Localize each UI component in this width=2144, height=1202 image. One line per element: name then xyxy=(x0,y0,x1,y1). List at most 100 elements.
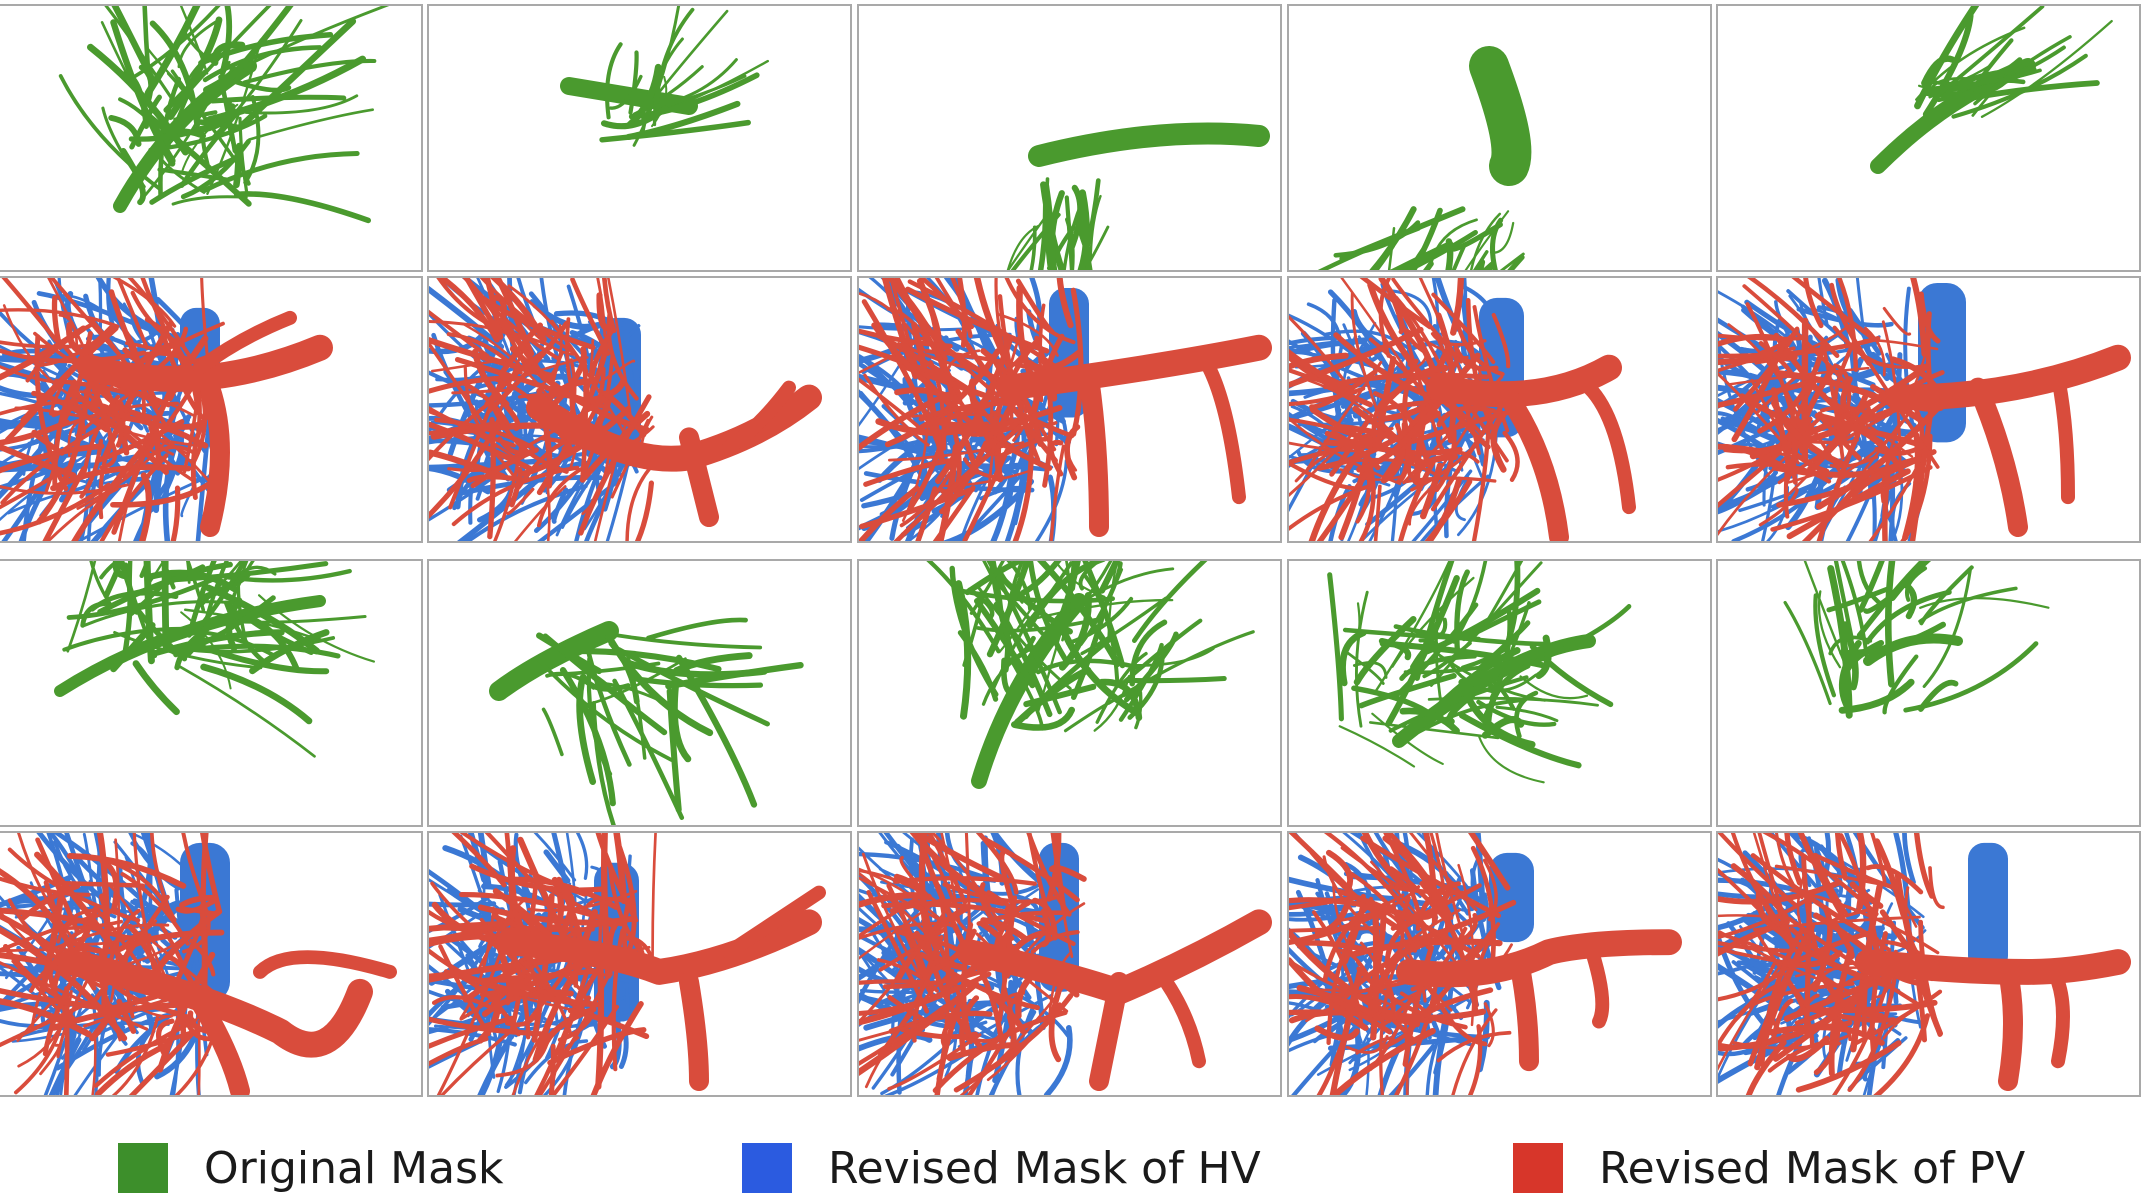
vessel-branch xyxy=(206,38,262,195)
vessel-branch xyxy=(1329,966,1364,1095)
vessel-branch xyxy=(1395,602,1479,697)
vessel-branch xyxy=(897,342,979,370)
vessel-branch xyxy=(116,278,149,350)
vessel-branch xyxy=(1412,453,1459,484)
panel-row2-col3 xyxy=(857,276,1282,543)
vessel-branch xyxy=(148,425,175,456)
vessel-branch xyxy=(1827,565,1853,719)
vessel-branch xyxy=(608,640,640,705)
vessel-branch xyxy=(236,18,357,132)
vessel-branch xyxy=(162,444,178,541)
vessel-branch xyxy=(148,113,268,153)
vessel-branch xyxy=(634,480,654,541)
vessel-branch xyxy=(1289,335,1342,346)
vessel-branch xyxy=(628,72,760,120)
vessel-branch xyxy=(1330,1027,1436,1095)
vessel-branch xyxy=(1431,292,1496,364)
vessel-branch xyxy=(1011,706,1075,731)
vessel-branch xyxy=(981,637,1055,706)
vessel-branch xyxy=(1718,914,1784,920)
legend-label-revised-pv: Revised Mask of PV xyxy=(1599,1142,2026,1194)
vessel-branch xyxy=(1451,1008,1498,1095)
vessel-branch xyxy=(47,926,89,976)
vessel-branch xyxy=(1289,925,1386,933)
vessel-branch xyxy=(1922,12,1974,118)
vessel-branch xyxy=(1098,678,1143,721)
vessel-branch xyxy=(489,399,569,474)
vessel-branch xyxy=(1471,407,1492,541)
vessel-branch xyxy=(1054,561,1106,598)
vessel-branch xyxy=(242,58,377,85)
vessel-branch xyxy=(859,979,924,985)
vessel-branch xyxy=(1759,928,1805,1067)
vessel-branch xyxy=(99,453,169,541)
vessel-branch xyxy=(1783,950,1843,968)
vessel-rendering xyxy=(58,6,390,224)
vessel-branch xyxy=(940,833,961,923)
vessel-branch xyxy=(1776,370,1926,425)
vessel-branch xyxy=(431,358,506,373)
vessel-branch xyxy=(1289,482,1376,531)
vessel-branch xyxy=(464,278,561,361)
legend-item-original-mask: Original Mask xyxy=(118,1142,504,1194)
vessel-branch xyxy=(1068,561,1078,592)
vessel-branch xyxy=(1061,561,1071,642)
vessel-branch xyxy=(1757,934,1812,1013)
vessel-branch xyxy=(1053,833,1074,959)
vessel-branch xyxy=(1345,1035,1389,1054)
vessel-branch xyxy=(438,925,595,932)
vessel-branch xyxy=(1817,411,1862,461)
vessel-branch xyxy=(1884,561,1896,688)
vessel-branch xyxy=(1467,1024,1483,1095)
vessel-branch xyxy=(646,617,748,641)
vessel-branch xyxy=(121,414,209,449)
vessel-branch xyxy=(911,833,1012,884)
vessel-branch xyxy=(894,387,963,405)
vessel-branch xyxy=(881,901,1046,924)
vessel-branch xyxy=(233,191,371,224)
vessel-branch xyxy=(1874,444,1925,456)
vessel-branch xyxy=(859,949,916,1013)
vessel-branch xyxy=(1488,673,1538,692)
vessel-branch xyxy=(533,833,577,882)
vessel-branch xyxy=(183,1014,215,1042)
vessel-branch xyxy=(1062,199,1084,270)
vessel-branch xyxy=(981,433,1026,458)
vessel-branch xyxy=(162,629,277,658)
panel-row3-col2 xyxy=(427,559,852,827)
vessel-branch xyxy=(1922,568,1972,688)
vessel-branch xyxy=(1490,221,1515,254)
vessel-branch xyxy=(979,882,1003,933)
legend-label-revised-hv: Revised Mask of HV xyxy=(828,1142,1261,1194)
vessel-branch xyxy=(66,852,187,889)
vessel-branch xyxy=(51,402,117,418)
vessel-branch xyxy=(575,833,589,880)
vessel-branch xyxy=(62,626,189,652)
vessel-branch xyxy=(548,1043,556,1095)
vessel-branch xyxy=(1731,1034,1849,1050)
vessel-branch xyxy=(1389,240,1454,270)
vessel-branch xyxy=(1792,929,1876,965)
vessel-branch xyxy=(900,1027,979,1040)
vessel-branch xyxy=(1402,229,1478,270)
vessel-branch xyxy=(1864,589,1952,645)
vessel-branch xyxy=(1043,1025,1073,1095)
vessel-branch xyxy=(0,391,54,409)
vessel-trunk xyxy=(1499,387,1569,541)
vessel-branch xyxy=(186,561,217,638)
vessel-branch xyxy=(0,419,70,446)
vessel-trunk xyxy=(190,991,250,1095)
vessel-branch xyxy=(466,474,525,484)
vessel-branch xyxy=(492,450,515,477)
legend-swatch-revised-pv xyxy=(1513,1143,1563,1193)
vessel-branch xyxy=(1809,961,1856,988)
vessel-trunk xyxy=(679,427,719,528)
vessel-trunk xyxy=(489,621,619,701)
vessel-branch xyxy=(1080,596,1168,656)
vessel-branch xyxy=(863,373,930,447)
vessel-branch xyxy=(1819,1006,1852,1042)
vessel-branch xyxy=(585,657,687,706)
vessel-branch xyxy=(1842,861,1925,919)
vessel-rendering xyxy=(859,833,1272,1095)
vessel-branch xyxy=(1485,663,1531,730)
